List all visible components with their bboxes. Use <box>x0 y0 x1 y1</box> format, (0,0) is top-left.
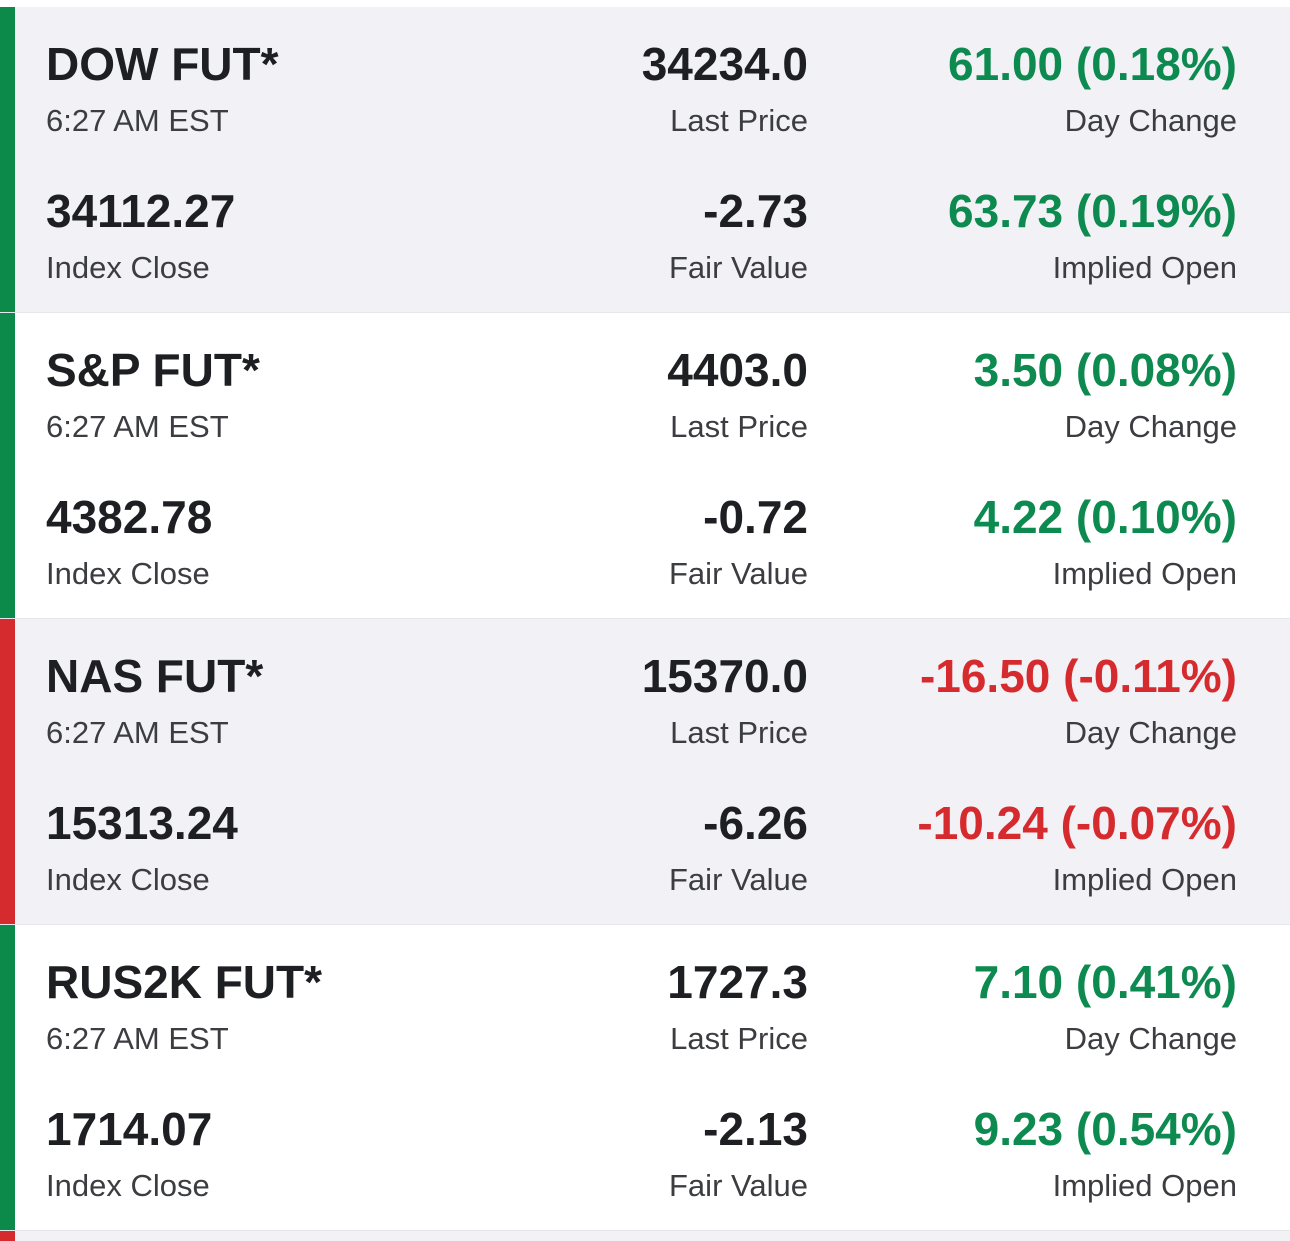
index-close-value: 1714.07 <box>46 1103 213 1155</box>
last-price-label: Last Price <box>670 409 808 444</box>
last-price-value: 34234.0 <box>641 38 808 90</box>
implied-open-label: Implied Open <box>1052 862 1237 897</box>
index-close-value: 15313.24 <box>46 797 238 849</box>
symbol: DOW FUT* <box>46 38 279 90</box>
day-change-label: Day Change <box>1064 1021 1237 1056</box>
day-change-label: Day Change <box>1064 409 1237 444</box>
fair-value-value: -6.26 <box>703 797 808 849</box>
fair-value-label: Fair Value <box>669 862 808 897</box>
next-card-peek <box>0 1231 1290 1241</box>
day-change-value: 7.10 (0.41%) <box>973 956 1237 1008</box>
implied-open-label: Implied Open <box>1052 250 1237 285</box>
day-change-value: 3.50 (0.08%) <box>973 344 1237 396</box>
futures-card-nas[interactable]: NAS FUT* 6:27 AM EST 15370.0 Last Price … <box>0 619 1290 925</box>
futures-card-rus2k[interactable]: RUS2K FUT* 6:27 AM EST 1727.3 Last Price… <box>0 925 1290 1231</box>
futures-list: DOW FUT* 6:27 AM EST 34234.0 Last Price … <box>0 7 1290 1231</box>
top-strip <box>0 0 1290 7</box>
symbol: RUS2K FUT* <box>46 956 323 1008</box>
direction-indicator <box>0 7 15 312</box>
implied-open-value: 63.73 (0.19%) <box>948 185 1237 237</box>
fair-value-value: -0.72 <box>703 491 808 543</box>
index-close-label: Index Close <box>46 250 210 285</box>
quote-time: 6:27 AM EST <box>46 1021 229 1056</box>
implied-open-value: 4.22 (0.10%) <box>973 491 1237 543</box>
implied-open-label: Implied Open <box>1052 1168 1237 1203</box>
last-price-label: Last Price <box>670 1021 808 1056</box>
direction-indicator-peek <box>0 1231 15 1241</box>
fair-value-label: Fair Value <box>669 1168 808 1203</box>
futures-card-sp[interactable]: S&P FUT* 6:27 AM EST 4403.0 Last Price 3… <box>0 313 1290 619</box>
symbol: S&P FUT* <box>46 344 260 396</box>
last-price-value: 15370.0 <box>641 650 808 702</box>
quote-time: 6:27 AM EST <box>46 409 229 444</box>
day-change-value: -16.50 (-0.11%) <box>919 650 1237 702</box>
day-change-value: 61.00 (0.18%) <box>948 38 1237 90</box>
index-close-value: 4382.78 <box>46 491 213 543</box>
quote-time: 6:27 AM EST <box>46 715 229 750</box>
fair-value-value: -2.73 <box>703 185 808 237</box>
day-change-label: Day Change <box>1064 715 1237 750</box>
futures-card-dow[interactable]: DOW FUT* 6:27 AM EST 34234.0 Last Price … <box>0 7 1290 313</box>
implied-open-value: -10.24 (-0.07%) <box>917 797 1237 849</box>
symbol: NAS FUT* <box>46 650 264 702</box>
implied-open-label: Implied Open <box>1052 556 1237 591</box>
implied-open-value: 9.23 (0.54%) <box>973 1103 1237 1155</box>
fair-value-label: Fair Value <box>669 250 808 285</box>
index-close-label: Index Close <box>46 862 210 897</box>
day-change-label: Day Change <box>1064 103 1237 138</box>
index-close-value: 34112.27 <box>46 185 236 237</box>
direction-indicator <box>0 925 15 1230</box>
last-price-value: 4403.0 <box>667 344 808 396</box>
direction-indicator <box>0 313 15 618</box>
fair-value-value: -2.13 <box>703 1103 808 1155</box>
fair-value-label: Fair Value <box>669 556 808 591</box>
index-close-label: Index Close <box>46 1168 210 1203</box>
direction-indicator <box>0 619 15 924</box>
last-price-label: Last Price <box>670 715 808 750</box>
quote-time: 6:27 AM EST <box>46 103 229 138</box>
last-price-label: Last Price <box>670 103 808 138</box>
index-close-label: Index Close <box>46 556 210 591</box>
last-price-value: 1727.3 <box>667 956 808 1008</box>
